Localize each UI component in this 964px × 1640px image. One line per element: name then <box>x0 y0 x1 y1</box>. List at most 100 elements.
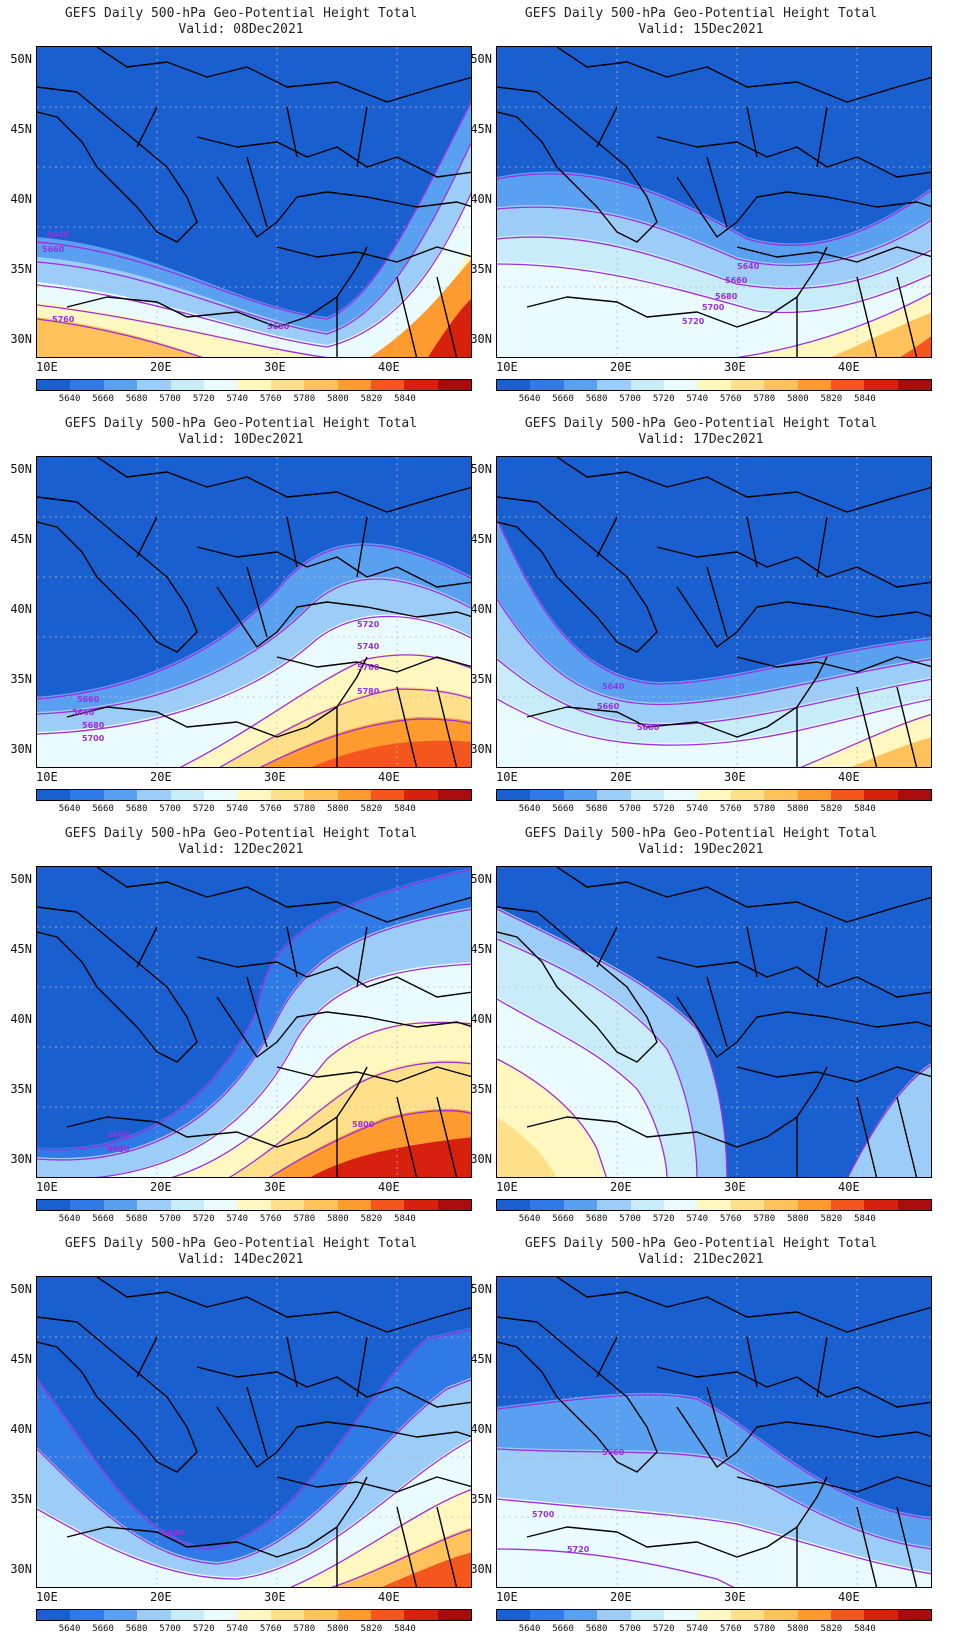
colorbar-swatch <box>597 1200 631 1210</box>
coastline <box>396 1096 418 1177</box>
coastline <box>656 136 931 178</box>
coastline <box>596 1336 618 1378</box>
coastline <box>556 867 931 923</box>
colorbar-swatch <box>270 380 305 390</box>
contour-line <box>847 1064 931 1177</box>
longitude-label: 10E <box>36 770 58 784</box>
colorbar-label: 5760 <box>719 1214 742 1224</box>
contour-label: 5760 <box>52 315 75 324</box>
map-panel: GEFS Daily 500-hPa Geo-Potential Height … <box>0 410 482 820</box>
coastline <box>556 457 931 513</box>
longitude-label: 30E <box>724 770 746 784</box>
longitude-label: 20E <box>610 360 632 374</box>
colorbar-label: 5720 <box>652 1214 675 1224</box>
longitude-label: 40E <box>378 1590 400 1604</box>
contour-label: 5640 <box>737 262 760 271</box>
colorbar-label: 5660 <box>552 1624 574 1634</box>
latitude-label: 40N <box>470 602 492 616</box>
contour-label: 5660 <box>725 276 748 285</box>
colorbar-swatch <box>663 1200 698 1210</box>
contour-line <box>736 292 931 357</box>
contour-label: 5680 <box>162 1528 185 1537</box>
colorbar-swatch <box>830 1610 865 1620</box>
colorbar-swatch <box>37 380 71 390</box>
longitude-label: 20E <box>610 770 632 784</box>
coastline <box>746 106 758 158</box>
contour-line <box>497 263 931 314</box>
colorbar <box>36 789 472 801</box>
coastline <box>276 1476 471 1493</box>
panel-valid-date: Valid: 14Dec2021 <box>178 1252 304 1267</box>
colorbar-label: 5640 <box>58 394 81 404</box>
coastline <box>816 926 828 988</box>
coastline <box>246 976 268 1048</box>
panel-title: GEFS Daily 500-hPa Geo-Potential Height … <box>524 826 878 841</box>
coastline <box>216 586 471 648</box>
colorbar-label: 5760 <box>259 394 282 404</box>
coastline <box>136 1336 158 1378</box>
colorbar-label: 5740 <box>226 804 249 814</box>
shaded-band <box>497 1547 734 1587</box>
height-field: 5660 5700 5720 <box>497 1277 931 1587</box>
colorbar-swatch <box>864 380 898 390</box>
colorbar-label: 5780 <box>753 394 776 404</box>
colorbar-label: 5740 <box>686 1624 709 1634</box>
colorbar-label: 5800 <box>327 804 349 814</box>
colorbar <box>496 379 932 391</box>
contour-label: 5660 <box>77 695 100 704</box>
colorbar-label: 5640 <box>518 1214 541 1224</box>
map-plot-area: 5680 <box>36 1276 472 1588</box>
colorbar-swatch <box>304 1610 338 1620</box>
contour-label: 5720 <box>682 317 705 326</box>
longitude-label: 30E <box>724 1180 746 1194</box>
colorbar-swatch <box>530 1200 564 1210</box>
colorbar-swatch <box>437 1200 472 1210</box>
longitude-label: 30E <box>264 1180 286 1194</box>
colorbar-label: 5720 <box>192 1214 215 1224</box>
colorbar-swatch <box>830 790 865 800</box>
coastline <box>497 86 658 243</box>
colorbar-swatch <box>70 1610 104 1620</box>
contour-label: 5700 <box>532 1510 555 1519</box>
colorbar-label: 5740 <box>226 1214 249 1224</box>
coastline <box>706 976 728 1048</box>
colorbar-label: 5640 <box>58 1624 81 1634</box>
coastline <box>856 1096 878 1177</box>
map-panel: GEFS Daily 500-hPa Geo-Potential Height … <box>0 820 482 1230</box>
colorbar-label: 5640 <box>58 1214 81 1224</box>
contour-line <box>95 963 471 1177</box>
latitude-label: 40N <box>470 192 492 206</box>
map-plot-area: 5660 5700 5720 <box>496 1276 932 1588</box>
coastline <box>736 1066 931 1083</box>
longitude-label: 40E <box>838 1590 860 1604</box>
colorbar-swatch <box>663 790 698 800</box>
colorbar-swatch <box>37 1610 71 1620</box>
coastline <box>676 586 931 648</box>
colorbar-label: 5840 <box>854 1214 876 1224</box>
contour-line <box>37 544 471 700</box>
panel-title: GEFS Daily 500-hPa Geo-Potential Height … <box>64 6 418 21</box>
contour-line <box>37 304 328 357</box>
longitude-label: 40E <box>378 770 400 784</box>
colorbar-label: 5740 <box>686 1214 709 1224</box>
latitude-label: 45N <box>470 1352 492 1366</box>
contour-label: 5680 <box>107 1145 130 1154</box>
colorbar-swatch <box>203 380 238 390</box>
contour-line <box>497 173 931 246</box>
latitude-label: 35N <box>470 672 492 686</box>
colorbar-label: 5680 <box>125 804 148 814</box>
height-field: 5680 <box>37 1277 471 1587</box>
coastline <box>286 516 298 568</box>
latitude-label: 35N <box>470 1492 492 1506</box>
colorbar-label: 5640 <box>518 804 541 814</box>
coastline <box>706 156 728 228</box>
coastline <box>356 1336 368 1398</box>
shaded-band <box>37 246 471 357</box>
colorbar-swatch <box>830 380 865 390</box>
latitude-label: 35N <box>470 262 492 276</box>
contour-label: 5660 <box>72 708 95 717</box>
coastline <box>556 1277 931 1333</box>
colorbar-swatch <box>203 1610 238 1620</box>
colorbar-swatch <box>337 1200 371 1210</box>
coastline <box>276 656 471 673</box>
